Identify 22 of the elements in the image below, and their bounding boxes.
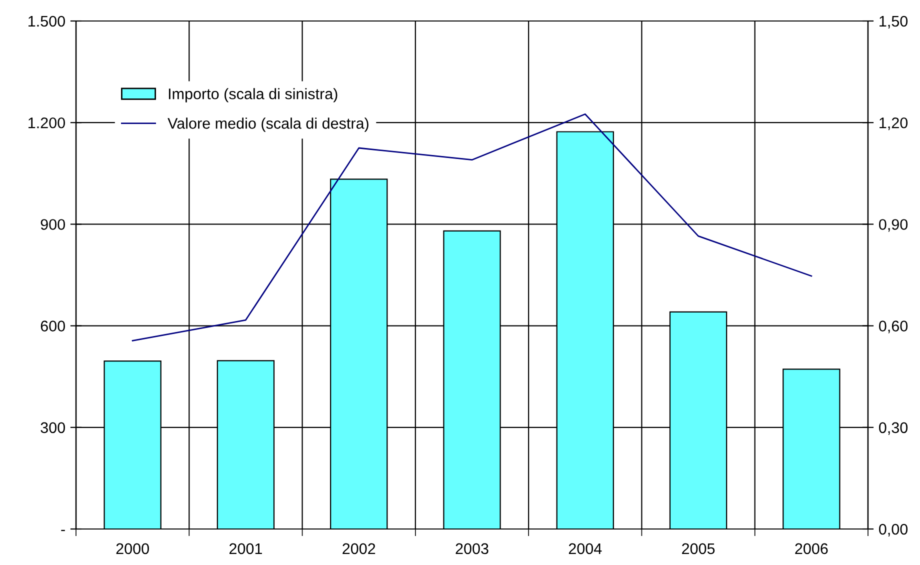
y-tick-label: 1.200 — [28, 117, 65, 128]
line-series — [132, 113, 812, 342]
x-tick-label: 2002 — [342, 543, 376, 554]
y2-tick-label: 0,60 — [879, 320, 908, 334]
y-tick-label: 1.500 — [28, 16, 65, 27]
y2-tick-label: 0,90 — [879, 219, 908, 232]
x-tick-label: 2005 — [682, 543, 715, 554]
legend-label: Importo (scala di sinistra) — [168, 88, 338, 102]
x-tick-label: 2001 — [229, 543, 262, 554]
x-tick-label: 2006 — [795, 543, 828, 554]
y2-tick-label: 1,20 — [880, 117, 908, 130]
y2-tick-label: 1,50 — [880, 16, 908, 28]
x-tick-label: 2003 — [456, 543, 488, 554]
legend-label: Valore medio (scala di destra) — [168, 118, 368, 132]
x-tick-label: 2000 — [116, 543, 149, 554]
y-tick-label: 600 — [40, 320, 65, 332]
y2-tick-label: 0,30 — [879, 422, 908, 435]
y-tick-label: - — [61, 530, 65, 532]
y-tick-label: 300 — [40, 422, 65, 434]
y-tick-label: 900 — [40, 219, 65, 230]
x-tick-label: 2004 — [568, 543, 602, 554]
y2-tick-label: 0,00 — [879, 524, 908, 536]
